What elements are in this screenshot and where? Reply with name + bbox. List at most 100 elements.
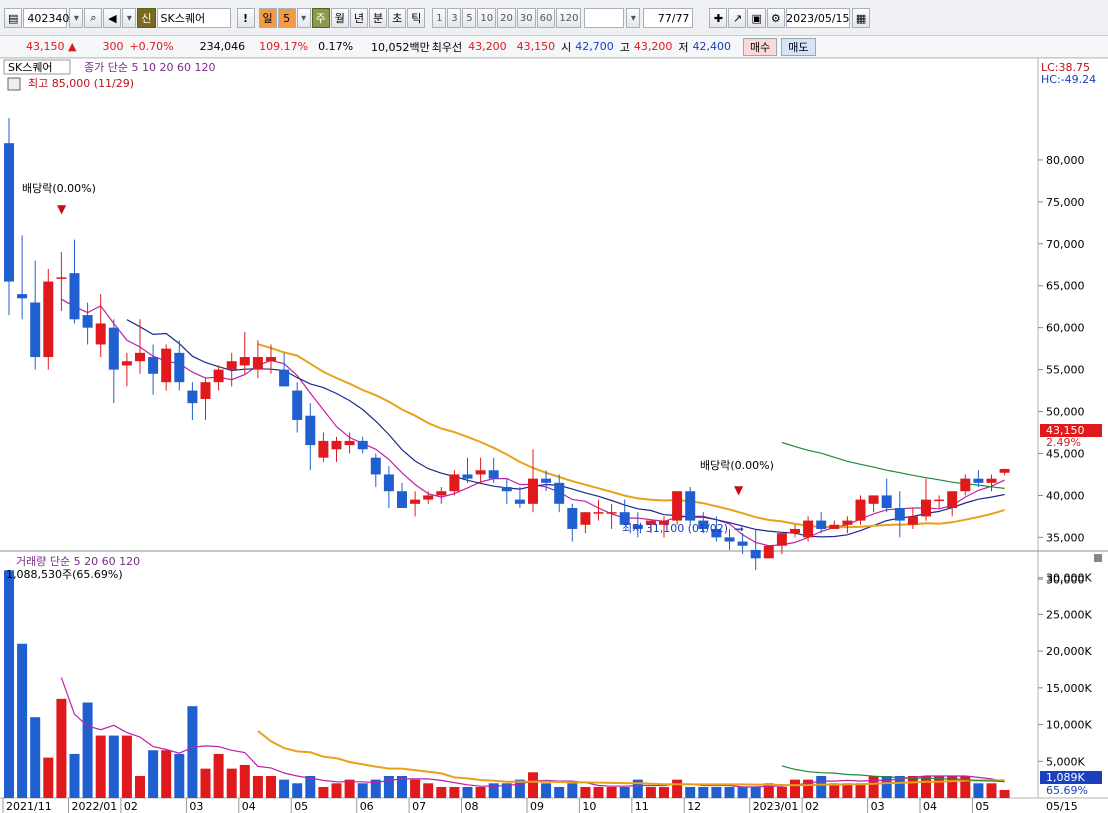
candle-body [619,512,630,525]
time-axis-label: 03 [189,800,203,813]
period-dropdown-icon[interactable]: ▾ [296,8,311,28]
price-axis-label: 40,000 [1046,489,1085,502]
price-axis-label: 60,000 [1046,322,1085,335]
menu-icon[interactable]: ▤ [4,8,23,28]
search-icon[interactable]: ⌕ [84,8,103,28]
draw-tool-icon[interactable]: ↗ [728,8,747,28]
volume-bar [148,750,159,798]
candle-body [226,361,237,370]
volume-ratio: 109.17% [259,40,309,53]
count-field[interactable]: 77/77 [643,8,694,28]
hc-value: HC:-49.24 [1041,73,1096,86]
speaker-icon[interactable]: ◀ [103,8,122,28]
volume-bar [344,779,355,798]
buy-button[interactable]: 매수 [743,37,778,56]
candle-body [514,499,525,504]
time-axis-label: 07 [412,800,426,813]
price-change: 300 [102,40,124,53]
credit-badge: 신 [137,8,156,28]
volume-bar [776,786,787,798]
candle-body [213,369,224,383]
gear-icon[interactable]: ⚙ [766,8,785,28]
candle-body [344,440,355,446]
current-price-value: 43,150 [26,40,65,53]
custom-interval-field[interactable] [584,8,625,28]
candle-body [645,520,656,525]
crosshair-icon[interactable]: ✚ [709,8,728,28]
candle-body [541,478,552,483]
volume-bar [95,735,106,798]
volume-axis-label: 25,000K [1046,608,1092,621]
candle-body [698,520,709,529]
volume-bar [30,717,41,798]
volume-bar [737,786,748,798]
period-minute-button[interactable]: 분 [369,8,388,28]
code-input[interactable]: 402340 [23,8,69,28]
candles [4,118,1010,571]
period-tick-button[interactable]: 틱 [407,8,426,28]
speaker-dropdown-icon[interactable]: ▾ [122,8,137,28]
sell-button[interactable]: 매도 [781,37,816,56]
price-axis-label: 45,000 [1046,447,1085,460]
candle-body [999,469,1010,473]
candle-body [108,327,119,370]
period-year-button[interactable]: 년 [349,8,369,28]
volume-legend: 거래량 단순 5 20 60 120 [16,555,140,568]
interval-1[interactable]: 1 [432,8,447,28]
volume-bar [947,775,958,798]
current-price: 43,150 ▲ [26,40,77,53]
code-dropdown-icon[interactable]: ▾ [69,8,84,28]
volume-bar [488,783,499,798]
candle-body [606,512,617,514]
volume-bar [685,786,696,798]
interval-30[interactable]: 30 [516,8,536,28]
interval-3[interactable]: 3 [447,8,462,28]
period-month-button[interactable]: 월 [330,8,349,28]
candle-body [148,357,159,374]
grid-layer [2,159,1043,813]
volume-bar [82,702,93,798]
alert-button[interactable]: ! [236,8,255,28]
period-week-button[interactable]: 주 [311,8,330,28]
period-second-button[interactable]: 초 [388,8,407,28]
volume-bars [4,570,1010,798]
volume-bar [567,783,578,798]
volume-bar [357,783,368,798]
last-volume-pct: 65.69% [1046,784,1088,797]
date-field[interactable]: 2023/05/15 [785,8,850,28]
volume-bar [619,786,630,798]
interval-5[interactable]: 5 [462,8,477,28]
volume-bar [934,775,945,798]
candle-body [4,143,14,282]
legend-toggle-icon[interactable] [7,77,21,91]
ex-dividend-annotation-1: 배당락(0.00%) [22,182,96,195]
price-axis-label: 70,000 [1046,238,1085,251]
volume-bar [501,783,512,798]
candle-body [266,357,276,362]
period-day-button[interactable]: 일 [258,8,277,28]
stock-name-field[interactable]: SK스퀘어 [156,8,231,28]
volume-bar [17,643,28,798]
interval-120[interactable]: 120 [556,8,582,28]
volume-pane-close-icon[interactable] [1094,554,1102,562]
custom-interval-dropdown-icon[interactable]: ▾ [626,8,641,28]
volume-bar [43,757,54,798]
volume-bar [410,779,421,798]
candle-body [528,478,538,504]
interval-60[interactable]: 60 [536,8,556,28]
interval-10[interactable]: 10 [477,8,497,28]
axis-labels: 80,000 75,000 70,000 65,000 60,000 55,000 50,0… [6,154,1092,813]
volume-bar [462,786,473,798]
period-value-field[interactable]: 5 [277,8,296,28]
calendar-icon[interactable]: ▦ [851,8,871,28]
volume-bar [4,570,14,798]
candle-body [30,302,41,358]
candle-body [580,512,591,525]
save-icon[interactable]: ▣ [747,8,766,28]
volume-bar [187,706,198,798]
time-axis-label: 10 [582,800,596,813]
price-axis-label: 55,000 [1046,364,1085,377]
interval-20[interactable]: 20 [497,8,516,28]
candle-body [685,491,696,521]
candle-body [82,315,93,328]
